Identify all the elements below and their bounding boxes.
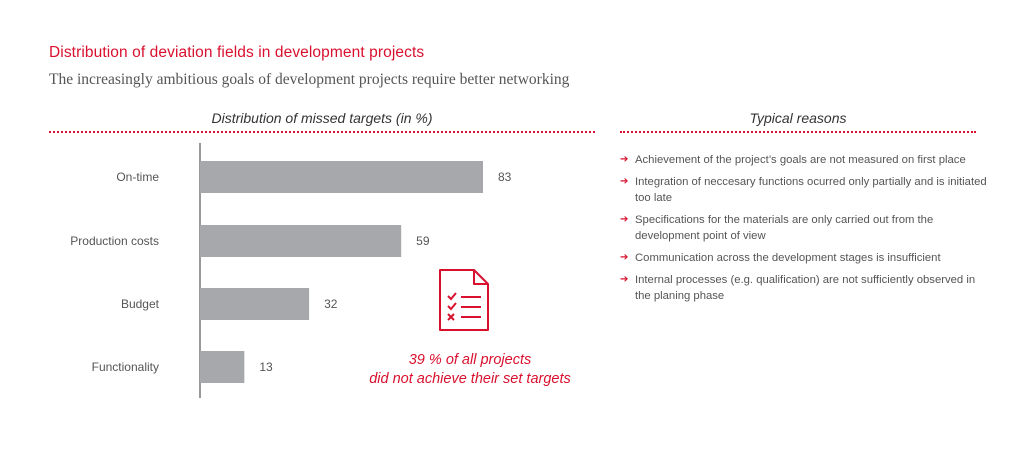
reasons-list: ➔ Achievement of the project’s goals are … bbox=[620, 152, 990, 310]
value-label: 13 bbox=[259, 360, 273, 374]
page-subtitle: The increasingly ambitious goals of deve… bbox=[49, 71, 570, 88]
reason-item: ➔ Communication across the development st… bbox=[620, 250, 990, 266]
arrow-right-icon: ➔ bbox=[620, 214, 629, 225]
bar bbox=[200, 161, 483, 193]
value-label: 32 bbox=[324, 297, 338, 311]
bar bbox=[200, 225, 402, 257]
callout-line-1: 39 % of all projects bbox=[408, 352, 532, 368]
page-title: Distribution of deviation fields in deve… bbox=[49, 44, 425, 61]
checklist-document-icon bbox=[439, 269, 489, 331]
arrow-right-icon: ➔ bbox=[620, 154, 629, 165]
category-label: Production costs bbox=[70, 234, 159, 248]
category-label: On-time bbox=[116, 170, 159, 184]
reason-item: ➔ Specifications for the materials are on… bbox=[620, 212, 990, 244]
category-label: Budget bbox=[121, 297, 160, 311]
arrow-right-icon: ➔ bbox=[620, 176, 629, 187]
arrow-right-icon: ➔ bbox=[620, 252, 629, 263]
callout-line-2: did not achieve their set targets bbox=[369, 371, 571, 387]
reason-item: ➔ Achievement of the project’s goals are … bbox=[620, 152, 990, 168]
reason-text: Achievement of the project’s goals are n… bbox=[635, 154, 966, 166]
chart-heading-divider bbox=[49, 131, 595, 133]
reason-text: Communication across the development sta… bbox=[635, 252, 941, 264]
chart-heading: Distribution of missed targets (in %) bbox=[211, 110, 433, 126]
value-label: 59 bbox=[416, 234, 430, 248]
reason-text: Internal processes (e.g. qualification) … bbox=[635, 274, 976, 302]
arrow-right-icon: ➔ bbox=[620, 274, 629, 285]
reason-item: ➔ Internal processes (e.g. qualification)… bbox=[620, 272, 990, 304]
reason-item: ➔ Integration of neccesary functions ocur… bbox=[620, 174, 990, 206]
reasons-heading: Typical reasons bbox=[749, 110, 847, 126]
bar bbox=[200, 351, 245, 383]
value-label: 83 bbox=[498, 170, 512, 184]
callout-text: 39 % of all projects did not achieve the… bbox=[340, 351, 600, 389]
bar bbox=[200, 288, 310, 320]
reason-text: Integration of neccesary functions ocurr… bbox=[635, 176, 987, 204]
reason-text: Specifications for the materials are onl… bbox=[635, 214, 934, 242]
category-label: Functionality bbox=[92, 360, 159, 374]
reasons-heading-divider bbox=[620, 131, 976, 133]
